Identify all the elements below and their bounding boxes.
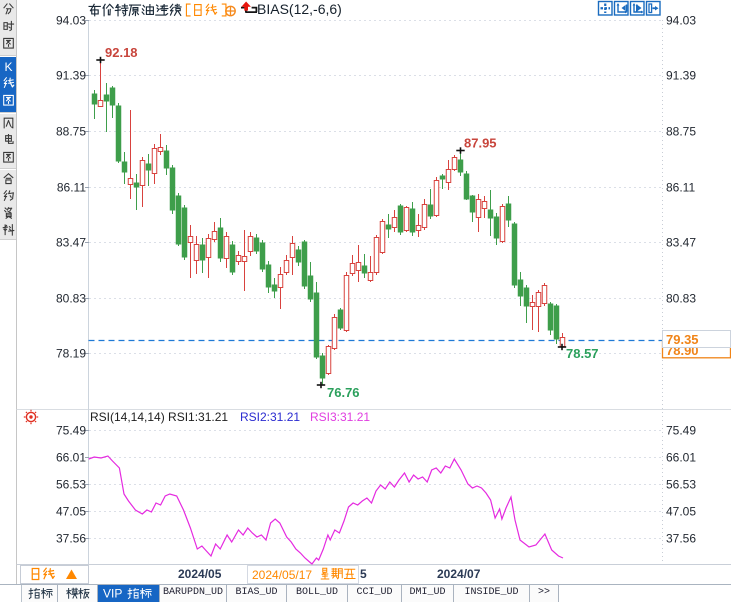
- svg-text:66.01: 66.01: [56, 451, 86, 465]
- svg-text:83.47: 83.47: [666, 236, 696, 250]
- svg-text:75.49: 75.49: [56, 424, 86, 438]
- svg-text:56.53: 56.53: [666, 478, 696, 492]
- svg-text:47.05: 47.05: [56, 505, 86, 519]
- svg-text:79.35: 79.35: [666, 332, 699, 347]
- svg-text:80.83: 80.83: [666, 292, 696, 306]
- svg-text:91.39: 91.39: [666, 69, 696, 83]
- svg-text:88.75: 88.75: [666, 125, 696, 139]
- svg-text:47.05: 47.05: [666, 505, 696, 519]
- svg-text:88.75: 88.75: [56, 125, 86, 139]
- svg-text:76.76: 76.76: [327, 385, 360, 400]
- svg-text:56.53: 56.53: [56, 478, 86, 492]
- svg-text:VIP: VIP: [103, 587, 122, 601]
- svg-text:78.19: 78.19: [56, 347, 86, 361]
- svg-text:86.11: 86.11: [666, 181, 695, 195]
- svg-text:80.83: 80.83: [56, 292, 86, 306]
- svg-text:78.57: 78.57: [566, 346, 599, 361]
- svg-text:37.56: 37.56: [56, 532, 86, 546]
- svg-text:K: K: [4, 60, 12, 74]
- svg-text:92.18: 92.18: [105, 45, 138, 60]
- svg-text:66.01: 66.01: [666, 451, 696, 465]
- svg-text:91.39: 91.39: [56, 69, 86, 83]
- svg-text:94.03: 94.03: [56, 14, 86, 28]
- svg-text:94.03: 94.03: [666, 14, 696, 28]
- svg-text:86.11: 86.11: [57, 181, 86, 195]
- svg-text:37.56: 37.56: [666, 532, 696, 546]
- svg-text:87.95: 87.95: [464, 136, 497, 151]
- svg-text:75.49: 75.49: [666, 424, 696, 438]
- svg-text:83.47: 83.47: [56, 236, 86, 250]
